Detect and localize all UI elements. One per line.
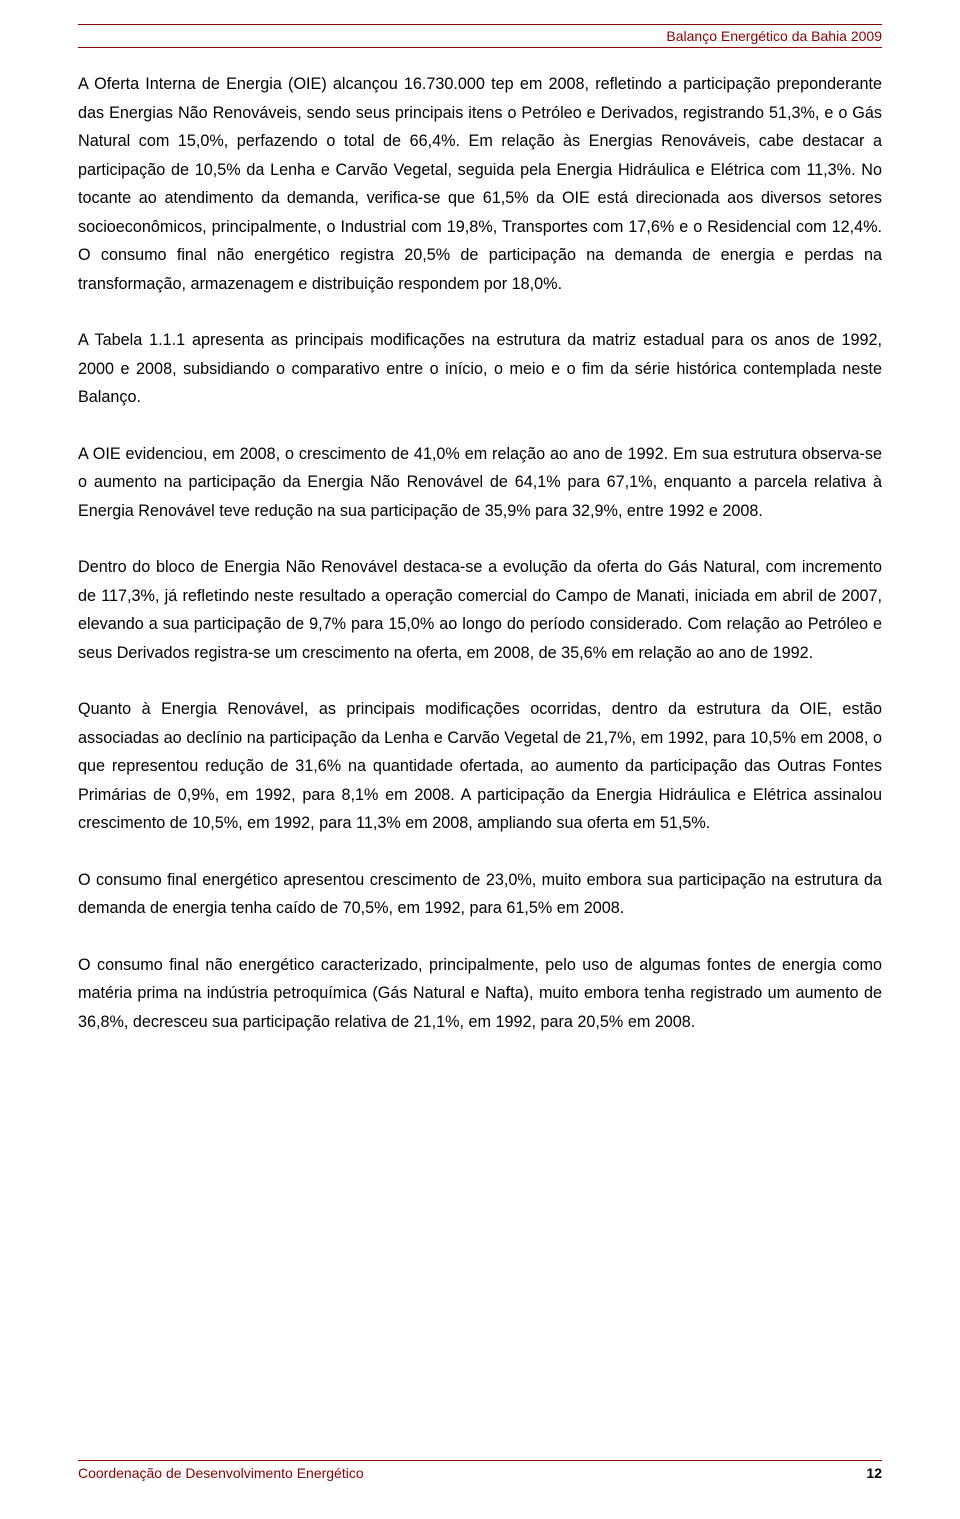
page-footer: Coordenação de Desenvolvimento Energétic… — [78, 1460, 882, 1481]
footer-line: Coordenação de Desenvolvimento Energétic… — [78, 1465, 882, 1481]
paragraph-2: A Tabela 1.1.1 apresenta as principais m… — [78, 326, 882, 412]
page-header-title: Balanço Energético da Bahia 2009 — [78, 27, 882, 45]
paragraph-3: A OIE evidenciou, em 2008, o crescimento… — [78, 440, 882, 526]
paragraph-5: Quanto à Energia Renovável, as principai… — [78, 695, 882, 838]
footer-left-text: Coordenação de Desenvolvimento Energétic… — [78, 1465, 364, 1481]
header-rule-top — [78, 24, 882, 25]
paragraph-4: Dentro do bloco de Energia Não Renovável… — [78, 553, 882, 667]
footer-rule — [78, 1460, 882, 1461]
page-number: 12 — [866, 1465, 882, 1481]
header-rule-bottom — [78, 47, 882, 48]
paragraph-6: O consumo final energético apresentou cr… — [78, 866, 882, 923]
paragraph-7: O consumo final não energético caracteri… — [78, 951, 882, 1037]
document-body: A Oferta Interna de Energia (OIE) alcanç… — [78, 70, 882, 1036]
paragraph-1: A Oferta Interna de Energia (OIE) alcanç… — [78, 70, 882, 298]
